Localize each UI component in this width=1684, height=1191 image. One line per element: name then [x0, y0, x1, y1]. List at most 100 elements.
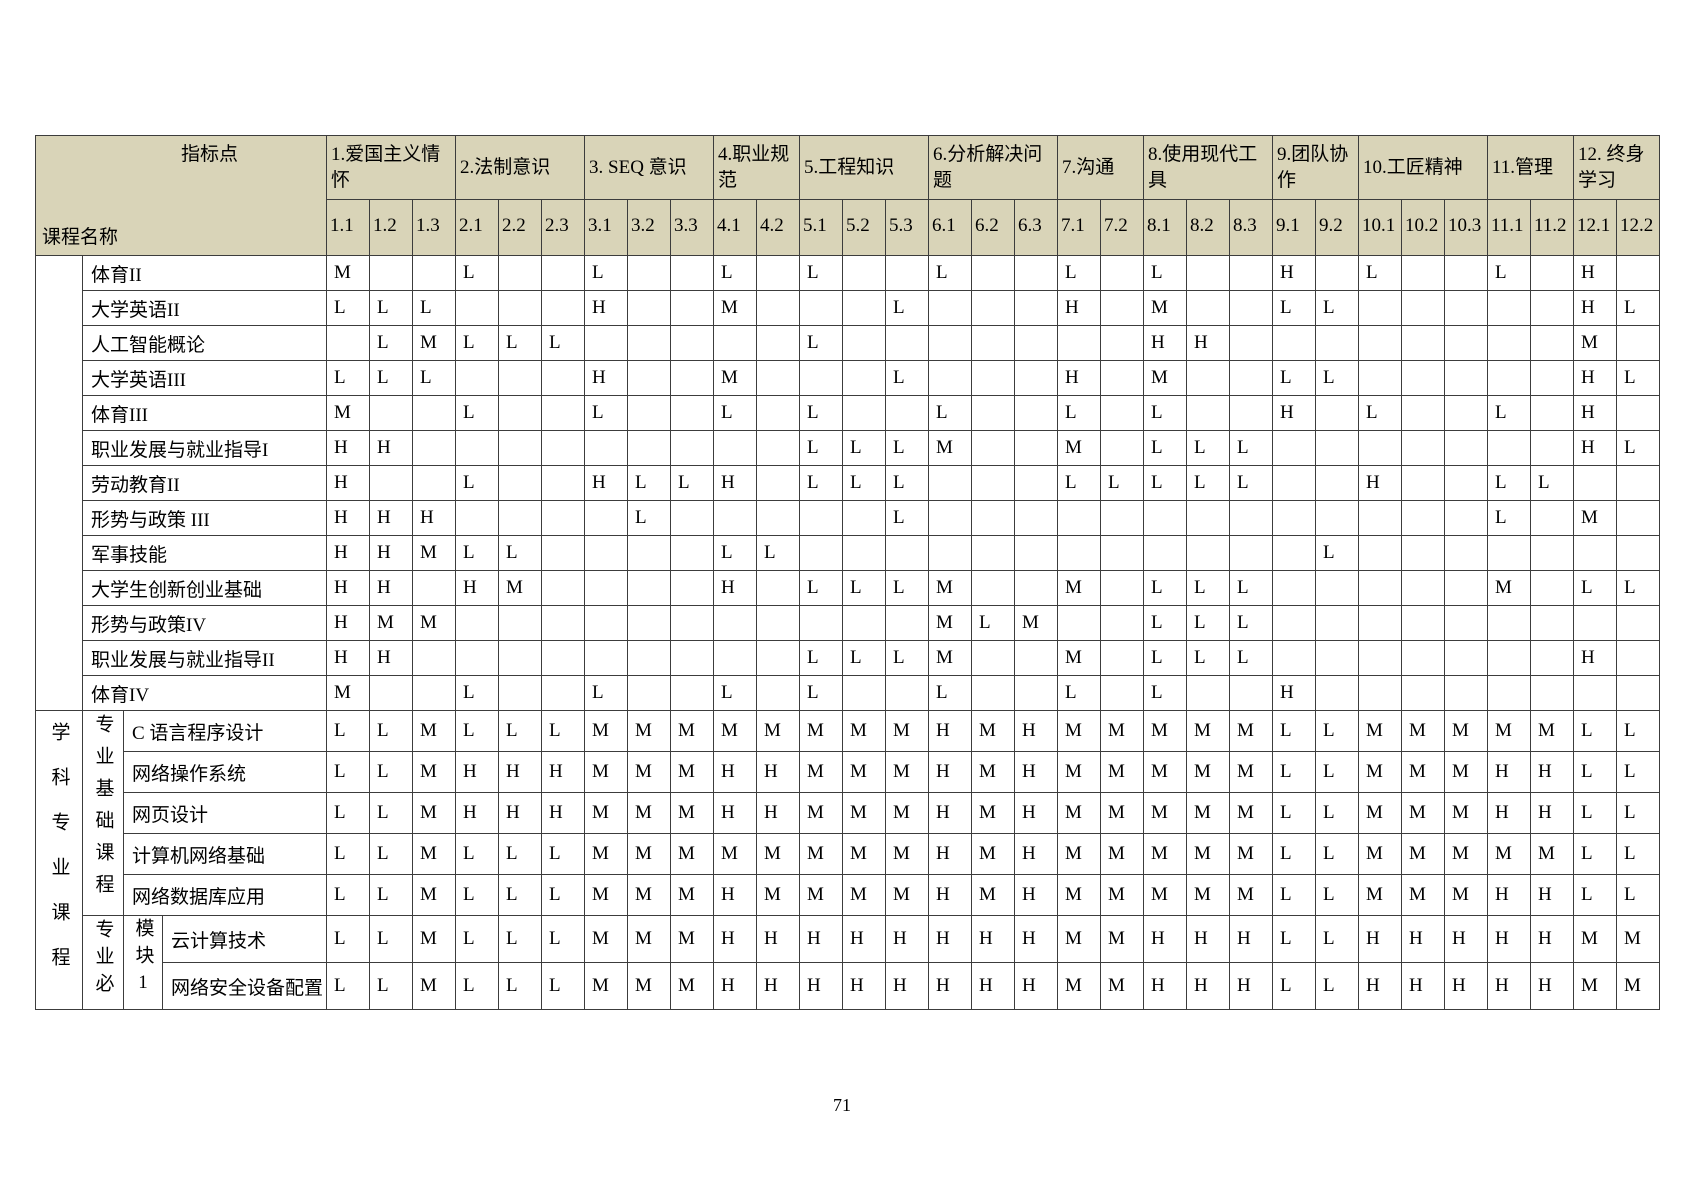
matrix-cell: [756, 675, 801, 711]
matrix-cell: L: [842, 570, 887, 606]
matrix-cell: [799, 360, 844, 396]
indicator-group-row: 指标点 课程名称 1.爱国主义情怀 2.法制意识 3. SEQ 意识 4.职业规范 5.…: [34, 135, 1661, 256]
matrix-cell: H: [1573, 395, 1618, 431]
matrix-cell: L: [1143, 675, 1188, 711]
matrix-cell: L: [326, 290, 371, 326]
matrix-cell: [1444, 570, 1489, 606]
matrix-cell: [1487, 535, 1532, 571]
matrix-cell: [971, 640, 1016, 676]
indicator-sub-header: 4.2: [756, 199, 801, 256]
matrix-cell: [842, 290, 887, 326]
matrix-cell: H: [1014, 915, 1059, 963]
matrix-cell: [584, 570, 629, 606]
page-number: 71: [833, 1095, 851, 1115]
matrix-cell: L: [799, 255, 844, 291]
matrix-cell: M: [885, 874, 930, 916]
matrix-cell: [1487, 290, 1532, 326]
matrix-cell: [713, 325, 758, 361]
matrix-cell: L: [1057, 395, 1102, 431]
matrix-cell: M: [1616, 962, 1661, 1010]
matrix-cell: [1186, 360, 1231, 396]
matrix-cell: L: [369, 710, 414, 752]
matrix-cell: [1315, 430, 1360, 466]
matrix-cell: L: [369, 290, 414, 326]
matrix-cell: [1573, 675, 1618, 711]
course-name-cell: C 语言程序设计: [122, 710, 328, 752]
matrix-cell: [1487, 675, 1532, 711]
section-label-cell: 学科专业课程: [35, 710, 83, 1010]
matrix-cell: H: [498, 792, 543, 834]
matrix-cell: [1358, 570, 1403, 606]
matrix-cell: M: [1401, 751, 1446, 793]
matrix-cell: M: [1057, 570, 1102, 606]
matrix-cell: M: [627, 962, 672, 1010]
matrix-cell: [670, 395, 715, 431]
matrix-cell: [541, 290, 586, 326]
matrix-cell: [1229, 535, 1274, 571]
course-name-cell: 劳动教育II: [81, 465, 328, 501]
matrix-cell: [1444, 325, 1489, 361]
indicator-sub-header: 12.2: [1616, 199, 1661, 256]
matrix-cell: M: [1358, 874, 1403, 916]
matrix-cell: [1358, 290, 1403, 326]
indicator-sub-header: 5.2: [842, 199, 887, 256]
matrix-cell: H: [842, 962, 887, 1010]
matrix-cell: M: [1487, 833, 1532, 875]
indicator-group-header: 6.分析解决问题: [928, 135, 1059, 200]
matrix-cell: H: [498, 751, 543, 793]
matrix-cell: M: [1573, 500, 1618, 536]
indicator-group-header: 9.团队协作: [1272, 135, 1360, 200]
matrix-cell: H: [369, 570, 414, 606]
matrix-cell: [1530, 430, 1575, 466]
matrix-cell: L: [1573, 792, 1618, 834]
matrix-cell: H: [326, 605, 371, 641]
matrix-cell: M: [584, 792, 629, 834]
matrix-cell: L: [713, 395, 758, 431]
matrix-cell: [1401, 500, 1446, 536]
corner-header-cell: 指标点 课程名称: [34, 135, 328, 256]
matrix-cell: M: [584, 833, 629, 875]
matrix-cell: [1530, 570, 1575, 606]
matrix-cell: M: [1573, 325, 1618, 361]
matrix-cell: [1573, 535, 1618, 571]
matrix-cell: L: [1573, 833, 1618, 875]
matrix-cell: H: [713, 874, 758, 916]
matrix-cell: [1401, 430, 1446, 466]
matrix-cell: L: [541, 962, 586, 1010]
matrix-cell: L: [1186, 430, 1231, 466]
matrix-cell: L: [498, 962, 543, 1010]
curriculum-indicator-matrix: 指标点 课程名称 1.爱国主义情怀 2.法制意识 3. SEQ 意识 4.职业规范 5.…: [34, 135, 1661, 1010]
matrix-cell: L: [971, 605, 1016, 641]
table-row: 军事技能 H H M L L L L L: [36, 535, 1661, 571]
matrix-cell: H: [1014, 962, 1059, 1010]
matrix-cell: [1014, 325, 1059, 361]
table-row: 形势与政策IV H M M M L M L L L: [36, 605, 1661, 641]
matrix-cell: [1444, 535, 1489, 571]
matrix-cell: [756, 360, 801, 396]
matrix-cell: M: [584, 710, 629, 752]
matrix-cell: [928, 290, 973, 326]
matrix-cell: L: [369, 751, 414, 793]
matrix-cell: [455, 605, 500, 641]
matrix-cell: M: [971, 833, 1016, 875]
matrix-cell: L: [584, 675, 629, 711]
matrix-cell: [1444, 290, 1489, 326]
matrix-cell: L: [799, 325, 844, 361]
matrix-cell: L: [369, 325, 414, 361]
matrix-cell: H: [1014, 792, 1059, 834]
table-row: 网页设计 L L M H H H M M M H H M M M H M H M M M M M L L M M M H H L L: [36, 792, 1661, 834]
matrix-cell: H: [1186, 962, 1231, 1010]
matrix-cell: M: [1143, 874, 1188, 916]
matrix-cell: L: [1057, 675, 1102, 711]
matrix-cell: L: [1315, 962, 1360, 1010]
matrix-cell: [713, 605, 758, 641]
matrix-cell: [1358, 500, 1403, 536]
matrix-cell: L: [799, 570, 844, 606]
matrix-cell: [971, 675, 1016, 711]
matrix-cell: [541, 605, 586, 641]
matrix-cell: H: [1229, 915, 1274, 963]
matrix-cell: [756, 465, 801, 501]
matrix-cell: M: [326, 675, 371, 711]
matrix-cell: [584, 640, 629, 676]
matrix-cell: M: [1358, 710, 1403, 752]
